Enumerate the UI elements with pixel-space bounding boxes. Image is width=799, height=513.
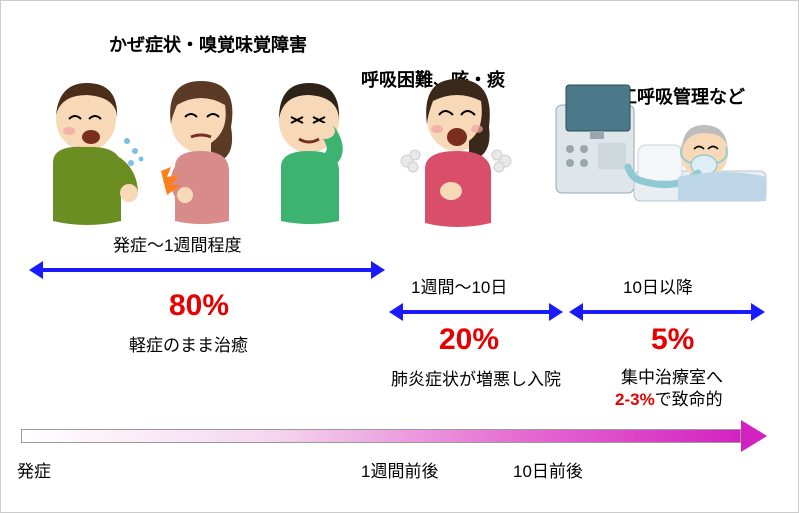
axis-label-10days: 10日前後 [513,457,583,482]
stage1-title: かぜ症状・嗅覚味覚障害 [109,31,307,57]
stage1-percent: 80% [169,289,229,323]
stage2-desc: 肺炎症状が増悪し入院 [391,365,561,390]
breathing-chest-person-icon [393,71,523,236]
stage2-percent: 20% [439,323,499,357]
fatal-percent: 2-3% [615,390,655,409]
fatal-text: 2-3%で致命的 [615,385,723,410]
stage3-percent: 5% [651,323,694,357]
fatal-suffix: で致命的 [655,390,723,409]
axis-label-1week: 1週間前後 [361,457,438,482]
no-smell-person-icon [251,71,366,231]
cough-person-icon [31,71,151,236]
axis-label-onset: 発症 [17,457,51,482]
illustration-row [1,71,798,251]
timeline-arrow [21,426,761,446]
stage1-span-arrow [31,255,383,285]
sore-throat-person-icon [141,71,261,231]
stage1-span-label: 発症～1週間程度 [113,231,241,256]
stage2-span-label: 1週間～10日 [411,273,507,298]
stage1-desc: 軽症のまま治癒 [129,331,248,356]
ventilator-patient-icon [546,71,771,226]
stage3-span-label: 10日以降 [623,273,693,298]
